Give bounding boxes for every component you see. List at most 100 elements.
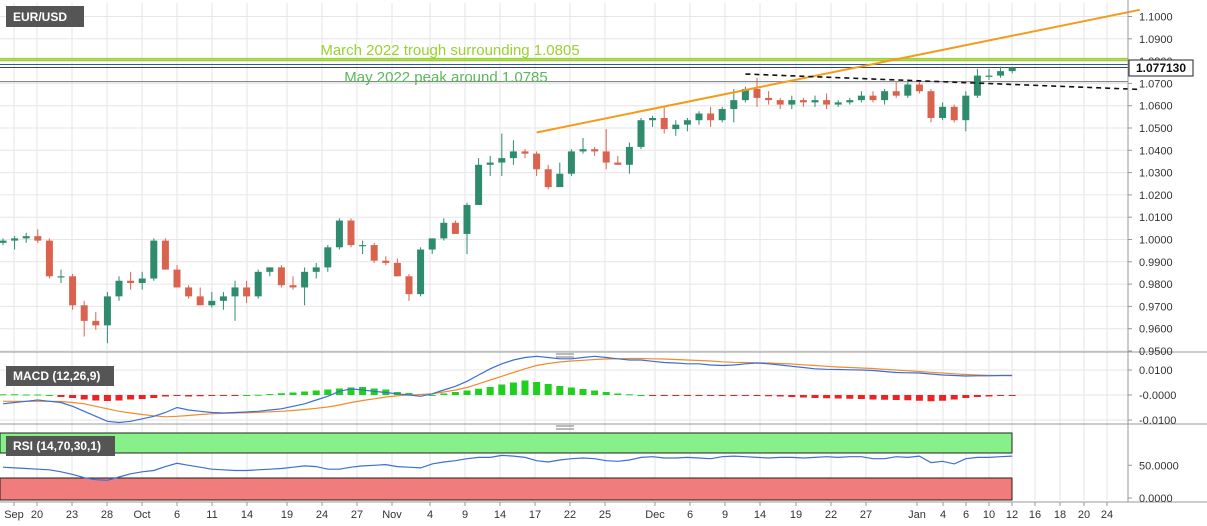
candle-body bbox=[695, 113, 703, 121]
macd-histogram-bar bbox=[939, 395, 947, 401]
candle-body bbox=[185, 287, 193, 297]
candle-body bbox=[973, 75, 981, 96]
rsi-tick-label: 50.0000 bbox=[1139, 460, 1179, 472]
candle bbox=[289, 276, 297, 290]
macd-histogram-bar bbox=[289, 392, 297, 395]
time-tick-label: 22 bbox=[825, 509, 837, 521]
candle-body bbox=[161, 240, 169, 270]
price-tick-label: 0.9700 bbox=[1139, 301, 1173, 313]
candle-body bbox=[660, 117, 668, 130]
macd-tick-label: -0.0000 bbox=[1139, 390, 1176, 402]
macd-histogram-bar bbox=[486, 387, 494, 395]
candle-body bbox=[127, 280, 135, 283]
price-tick-label: 1.0500 bbox=[1139, 123, 1173, 135]
candle bbox=[533, 151, 541, 176]
macd-histogram-bar bbox=[591, 390, 599, 395]
macd-histogram-bar bbox=[904, 395, 912, 401]
macd-histogram-bar bbox=[649, 395, 657, 396]
trendline-resistance bbox=[745, 73, 1140, 91]
candle-body bbox=[950, 106, 958, 121]
candle-body bbox=[289, 285, 297, 288]
candle-body bbox=[823, 100, 831, 105]
candle-body bbox=[939, 106, 947, 118]
candle-body bbox=[707, 113, 715, 121]
macd-histogram-bar bbox=[498, 384, 506, 395]
candle-body bbox=[103, 296, 111, 326]
time-tick-label: 14 bbox=[241, 509, 253, 521]
macd-histogram-bar bbox=[544, 384, 552, 395]
macd-tick-label: -0.0100 bbox=[1139, 415, 1176, 427]
macd-histogram-bar bbox=[823, 395, 831, 399]
candle-body bbox=[0, 240, 7, 243]
time-tick-label: Dec bbox=[645, 509, 665, 521]
annotation-march-trough: March 2022 trough surrounding 1.0805 bbox=[320, 42, 579, 59]
macd-histogram-bar bbox=[11, 394, 19, 396]
candle bbox=[707, 106, 715, 127]
annotation-may-peak: May 2022 peak around 1.0785 bbox=[344, 69, 548, 86]
candle bbox=[683, 117, 691, 132]
time-tick-label: Sep bbox=[4, 509, 24, 521]
candle bbox=[92, 311, 100, 330]
macd-histogram-bar bbox=[1008, 395, 1016, 396]
macd-tick-label: 0.0100 bbox=[1139, 365, 1173, 377]
candle bbox=[799, 97, 807, 107]
panel-frame bbox=[0, 0, 1207, 503]
candle-body bbox=[881, 91, 889, 101]
time-tick-label: 19 bbox=[281, 509, 293, 521]
macd-histogram-bar bbox=[672, 395, 680, 396]
candle-body bbox=[556, 173, 564, 188]
candle-body bbox=[475, 164, 483, 205]
candle-body bbox=[324, 247, 332, 268]
candle-body bbox=[567, 151, 575, 174]
horizontal-levels bbox=[0, 57, 1128, 83]
candle bbox=[544, 164, 552, 190]
candle-body bbox=[788, 100, 796, 105]
macd-histogram-bar bbox=[440, 393, 448, 395]
candle bbox=[312, 262, 320, 279]
candle bbox=[892, 82, 900, 98]
candle-body bbox=[1008, 67, 1016, 72]
candle-body bbox=[11, 238, 19, 241]
candle-body bbox=[312, 267, 320, 272]
candle bbox=[185, 285, 193, 299]
candle bbox=[950, 104, 958, 123]
macd-histogram-bar bbox=[208, 395, 216, 396]
candle-body bbox=[57, 276, 65, 278]
candle-body bbox=[150, 240, 158, 279]
candle bbox=[335, 218, 343, 250]
price-tick-label: 1.0200 bbox=[1139, 190, 1173, 202]
candle-body bbox=[614, 162, 622, 165]
candle bbox=[985, 68, 993, 81]
candle-body bbox=[347, 220, 355, 246]
macd-histogram-bar bbox=[892, 395, 900, 400]
macd-histogram-bar bbox=[985, 395, 993, 397]
candle bbox=[266, 267, 274, 277]
price-tick-label: 1.0300 bbox=[1139, 168, 1173, 180]
macd-histogram-bar bbox=[614, 393, 622, 395]
candle bbox=[614, 155, 622, 165]
candle-body bbox=[765, 97, 773, 101]
macd-histogram-bar bbox=[521, 380, 529, 395]
macd-histogram-bar bbox=[475, 388, 483, 395]
candle bbox=[637, 117, 645, 150]
candle bbox=[788, 95, 796, 110]
candle bbox=[208, 291, 216, 308]
macd-histogram-bar bbox=[602, 392, 610, 395]
candle-body bbox=[335, 220, 343, 248]
time-tick-label: 22 bbox=[564, 509, 576, 521]
candle-body bbox=[219, 296, 227, 301]
candle-body bbox=[22, 236, 30, 239]
macd-label: MACD (12,26,9) bbox=[13, 369, 100, 383]
candle-body bbox=[997, 71, 1005, 76]
candle-body bbox=[915, 84, 923, 92]
rsi-panel-resize-handle[interactable] bbox=[556, 425, 574, 430]
time-tick-label: Oct bbox=[133, 509, 150, 521]
time-tick-label: 4 bbox=[940, 509, 946, 521]
candle bbox=[370, 242, 378, 263]
candle-body bbox=[115, 280, 123, 297]
time-tick-label: Nov bbox=[382, 509, 402, 521]
candle-body bbox=[869, 95, 877, 101]
candle-body bbox=[243, 287, 251, 297]
macd-panel-resize-handle[interactable] bbox=[556, 353, 574, 358]
candle-body bbox=[277, 267, 285, 286]
